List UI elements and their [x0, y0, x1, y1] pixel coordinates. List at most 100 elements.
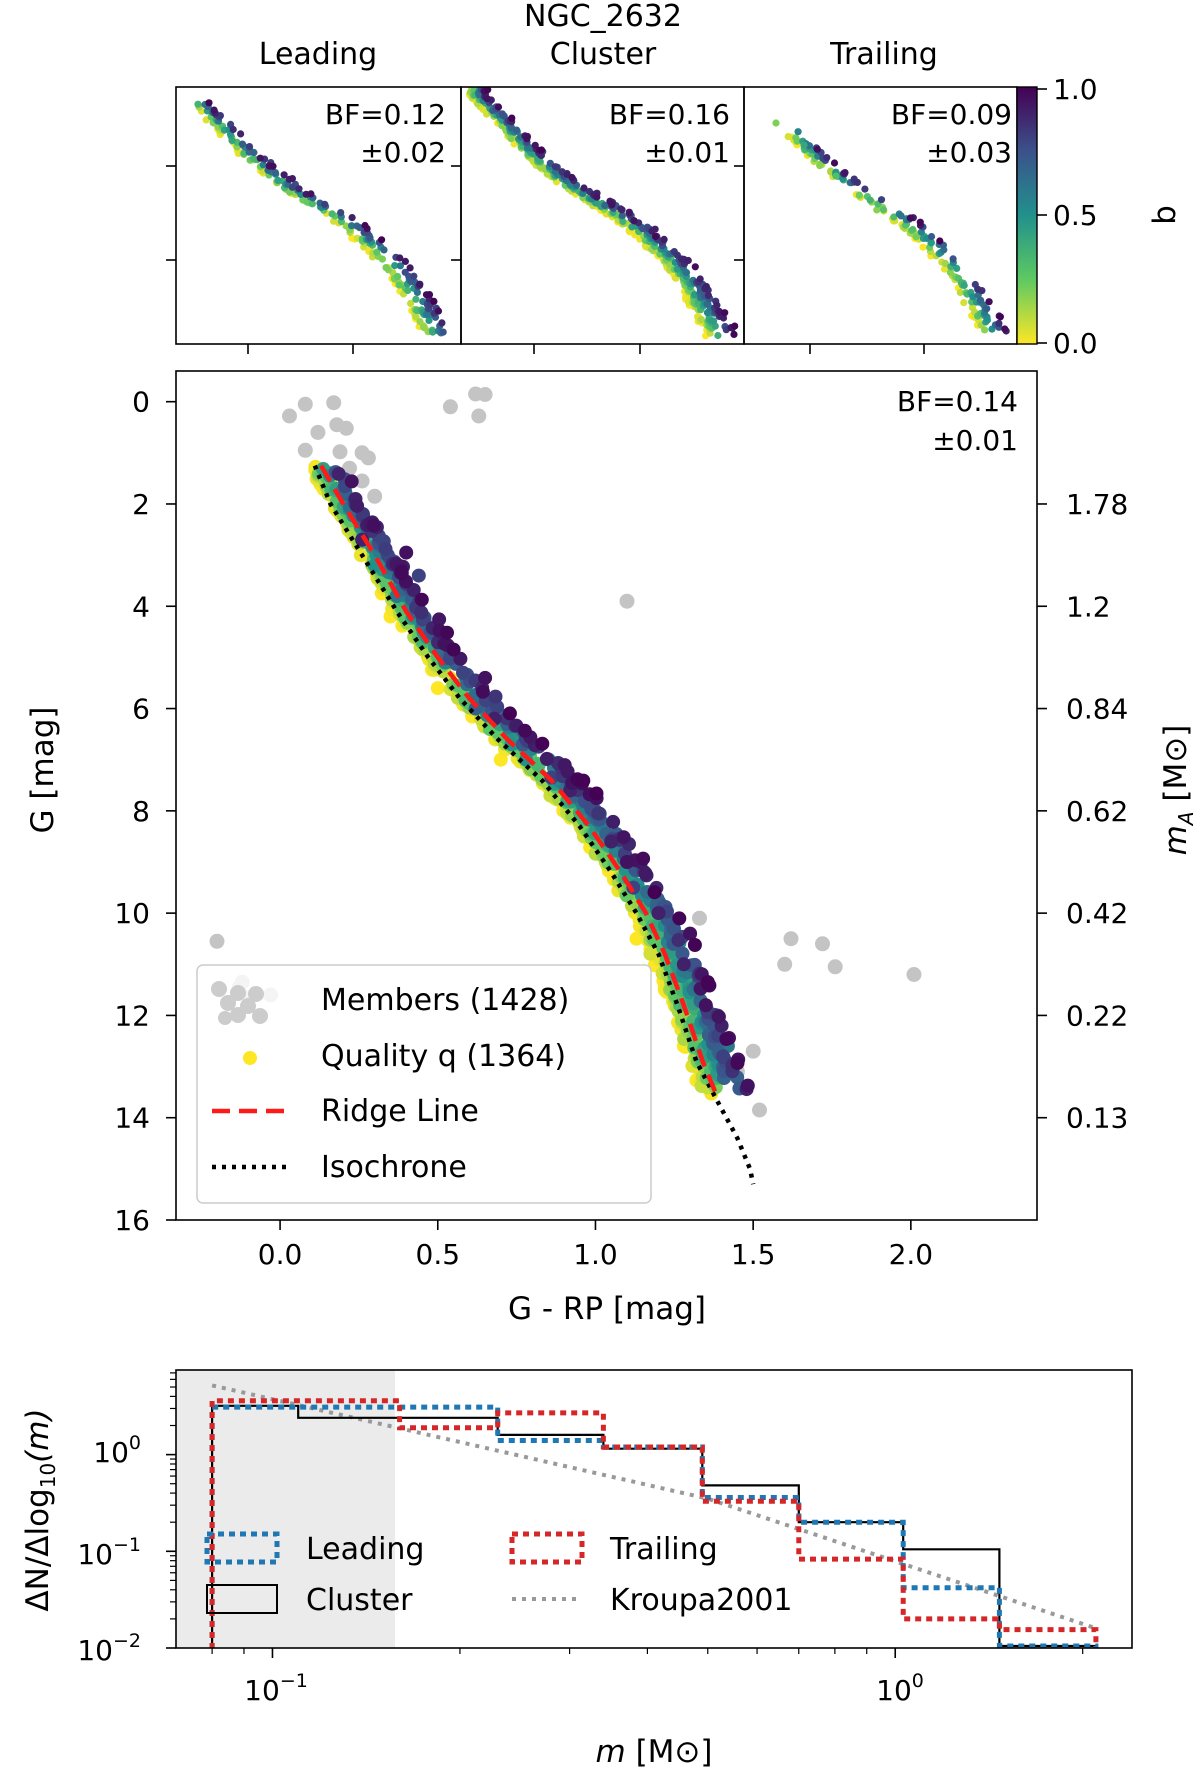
quality-point	[711, 1009, 726, 1024]
quality-point	[651, 906, 666, 921]
main-right-tick-label: 0.22	[1066, 999, 1128, 1032]
small-cmd-point	[618, 211, 627, 219]
small-cmd-point	[949, 255, 957, 263]
small-cmd-point	[593, 193, 601, 201]
member-point	[1058, 980, 1073, 995]
suptitle: NGC_2632	[524, 0, 682, 34]
small-cmd-point	[412, 313, 420, 321]
small-cmd-point	[295, 185, 303, 193]
trailing-bf-err: ±0.03	[926, 136, 1012, 169]
legend-trailing-label: Trailing	[609, 1532, 718, 1567]
member-point	[783, 931, 799, 947]
small-cmd-point	[841, 169, 849, 177]
small-cmd-point	[391, 262, 399, 270]
member-point	[777, 956, 793, 972]
main-ytick-label: 6	[132, 693, 150, 726]
small-cmd-point	[912, 233, 920, 241]
small-cmd-point	[546, 159, 554, 167]
colorbar-label: q	[1150, 205, 1186, 225]
small-cmd-point	[953, 264, 961, 272]
small-cmd-point	[229, 125, 237, 134]
member-point	[827, 959, 843, 975]
quality-point	[478, 670, 493, 685]
quality-point	[698, 998, 713, 1013]
imf-series	[209, 1383, 1099, 1648]
ridge-line	[319, 464, 718, 1093]
main-ytick-label: 14	[114, 1102, 150, 1135]
main-ytick-label: 8	[132, 795, 150, 828]
panel-title-trailing: Trailing	[829, 37, 938, 72]
small-cmd-point	[523, 135, 531, 143]
small-cmd-point	[861, 185, 869, 193]
small-cmd-point	[969, 293, 977, 301]
main-legend-frame	[196, 964, 652, 1204]
small-cmd-point	[551, 163, 560, 171]
small-cmd-point	[194, 100, 202, 108]
small-cmd-point	[348, 214, 356, 222]
member-point	[477, 387, 493, 402]
small-cmd-point	[877, 196, 886, 204]
quality-point	[675, 946, 690, 961]
small-cmd-point	[927, 239, 936, 247]
member-point	[282, 408, 297, 424]
small-cmd-point	[280, 171, 288, 179]
small-cmd-point	[936, 237, 944, 245]
quality-point	[687, 938, 702, 952]
main-ytick-label: 12	[114, 999, 150, 1032]
small-cmd-point	[337, 209, 345, 217]
main-xtick-label: 2.0	[889, 1238, 934, 1271]
small-cmd-point	[630, 217, 638, 225]
imf-legend: Leading Trailing Cluster Kroupa2001	[204, 1531, 793, 1618]
leading-bf-err: ±0.02	[360, 136, 446, 169]
small-cmd-point	[625, 208, 633, 216]
small-cmd-point	[731, 322, 739, 330]
small-cmd-point	[832, 172, 840, 180]
member-point	[332, 444, 348, 460]
small-cmd-point	[830, 159, 839, 167]
main-right-tick-label: 0.13	[1066, 1102, 1128, 1135]
small-cmd-point	[714, 331, 722, 340]
trailing-bf: BF=0.09	[891, 98, 1012, 131]
main-ytick-label: 4	[132, 590, 150, 623]
small-cmd-point	[271, 169, 279, 177]
small-cmd-point	[507, 123, 515, 131]
imf-ytick-label-0.01: 10−2	[77, 1630, 141, 1667]
quality-point	[719, 1032, 734, 1046]
imf-series-kroupa2001	[211, 1383, 1097, 1631]
quality-point	[671, 933, 686, 948]
small-cmd-point	[927, 233, 936, 241]
imf-panel-frame	[175, 1369, 1133, 1649]
member-point	[619, 593, 635, 609]
small-cmd-point	[396, 262, 404, 270]
main-ylabel: G [mag]	[25, 707, 61, 834]
main-right-tick-label: 1.2	[1066, 590, 1111, 623]
small-cmd-point	[805, 142, 814, 150]
quality-point	[636, 851, 651, 866]
small-cmd-point	[879, 206, 888, 214]
small-cmd-point	[429, 328, 437, 336]
small-cmd-point	[673, 265, 682, 273]
small-cmd-point	[580, 184, 588, 192]
main-ytick-label: 10	[114, 897, 150, 930]
member-point	[297, 442, 313, 458]
member-point	[297, 396, 313, 412]
legend-ridge-label: Ridge Line	[321, 1094, 479, 1129]
quality-point	[643, 946, 658, 961]
main-right-tick-label: 1.78	[1066, 488, 1128, 521]
main-xticks: 0.0 0.5 1.0 1.5 2.0	[258, 1220, 933, 1271]
member-point	[745, 1043, 761, 1059]
small-cmd-point	[946, 268, 955, 276]
small-cmd-point	[438, 319, 446, 327]
small-cmd-point	[394, 272, 402, 281]
small-cmd-point	[328, 210, 336, 218]
small-cmd-point	[425, 316, 433, 325]
main-xtick-label: 0.5	[416, 1238, 461, 1271]
small-cmd-point	[995, 319, 1003, 327]
small-cmd-point	[866, 196, 874, 204]
main-xlabel: G - RP [mag]	[508, 1291, 706, 1327]
legend-quality-label: Quality q (1364)	[321, 1039, 566, 1074]
small-cmd-point	[321, 200, 329, 208]
small-cmd-point	[960, 299, 968, 307]
small-cmd-point	[608, 201, 616, 209]
